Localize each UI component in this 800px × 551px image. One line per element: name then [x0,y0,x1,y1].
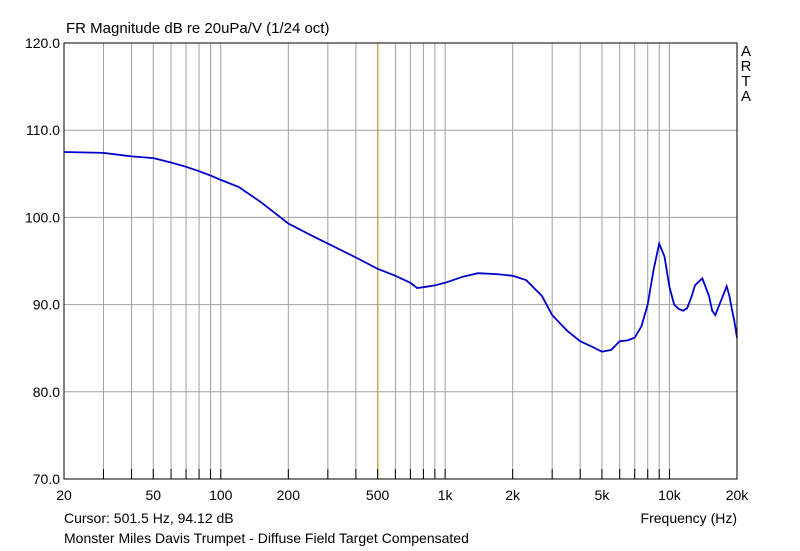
x-tick-labels: 20 50 100 200 500 1k 2k 5k 10k 20k [56,487,749,503]
x-tick-label: 1k [438,487,454,503]
plot-frame [63,42,738,480]
x-tick-label: 2k [505,487,521,503]
frequency-response-curve [63,151,738,353]
chart-title: FR Magnitude dB re 20uPa/V (1/24 oct) [66,20,330,37]
x-tick-label: 20 [56,487,72,503]
y-tick-label: 100.0 [25,209,60,225]
cursor-readout: Cursor: 501.5 Hz, 94.12 dB [64,510,234,526]
x-tick-label: 10k [658,487,682,503]
chart-caption: Monster Miles Davis Trumpet - Diffuse Fi… [64,530,469,546]
x-tick-label: 200 [277,487,301,503]
arta-watermark: A R T A [739,44,753,104]
watermark-letter: A [740,43,751,60]
grid-lines [64,43,737,479]
x-axis-label: Frequency (Hz) [640,510,737,526]
y-tick-label: 80.0 [33,384,60,400]
axis-ticks [103,469,670,479]
y-tick-label: 70.0 [33,471,60,487]
x-tick-label: 20k [726,487,750,503]
y-tick-labels: 70.0 80.0 90.0 100.0 110.0 120.0 [25,35,60,487]
x-tick-label: 100 [209,487,233,503]
watermark-letter: A [740,88,751,105]
y-tick-label: 120.0 [25,35,60,51]
y-tick-label: 90.0 [33,297,60,313]
watermark-letter: R [740,58,752,75]
x-tick-label: 5k [595,487,611,503]
x-tick-label: 500 [366,487,390,503]
y-tick-label: 110.0 [26,122,60,138]
watermark-letter: T [741,73,751,90]
x-tick-label: 50 [145,487,161,503]
